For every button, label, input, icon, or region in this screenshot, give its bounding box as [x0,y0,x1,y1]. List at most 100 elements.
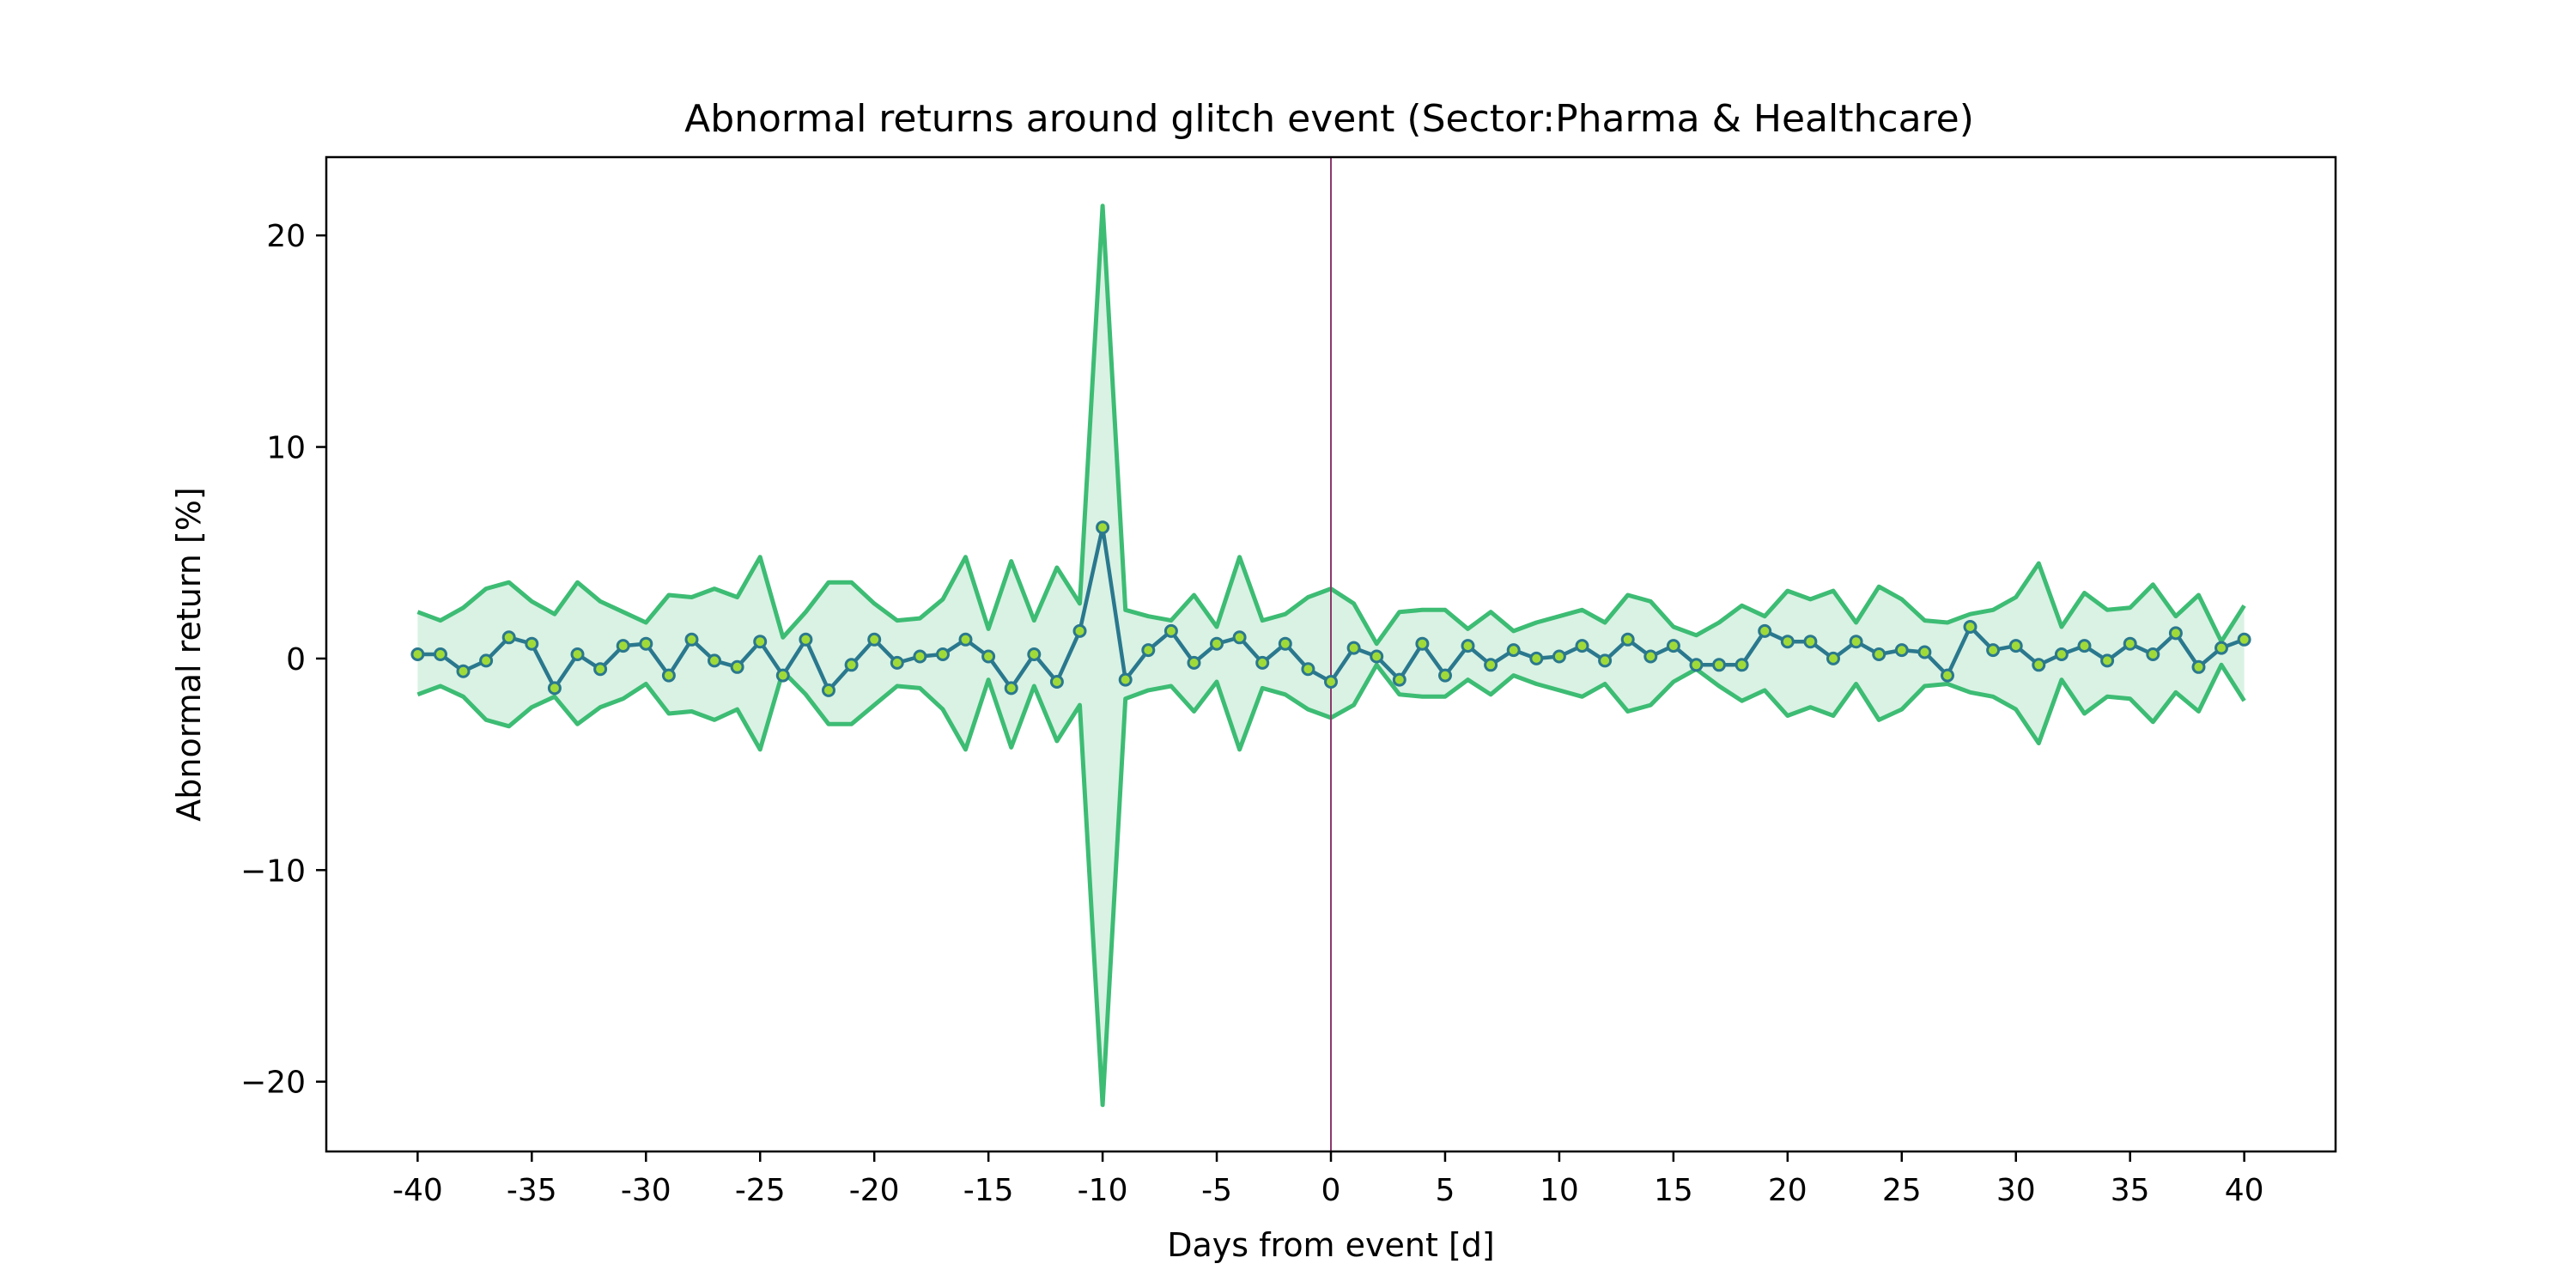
data-point [410,647,425,661]
data-point [1484,658,1498,672]
x-tick-label: -25 [735,1173,786,1208]
data-point [1072,623,1087,638]
data-point [730,659,744,674]
data-point [1803,635,1818,649]
data-point [616,639,630,653]
data-point [1141,643,1156,658]
data-point [958,632,973,647]
data-point [1666,639,1680,653]
chart-title: Abnormal returns around glitch event (Se… [684,97,1974,141]
x-tick-label: 15 [1654,1173,1693,1208]
data-point [2215,641,2228,655]
data-point [1278,636,1292,651]
data-point [1370,649,1384,664]
y-tick-label: −10 [240,854,306,889]
x-tick-label: 25 [1882,1173,1922,1208]
y-tick-label: 10 [266,431,306,466]
y-axis-label: Abnormal return [%] [170,487,208,821]
data-point [501,630,516,645]
x-tick-label: -35 [507,1173,557,1208]
data-point [1163,623,1178,638]
data-point [1415,636,1430,651]
x-tick-label: 30 [1996,1173,2036,1208]
data-point [753,635,768,649]
data-point [1096,520,1110,535]
data-point [1643,649,1658,664]
x-tick-label: -10 [1078,1173,1128,1208]
data-point [1324,675,1338,689]
data-point [799,632,813,647]
y-tick-label: −20 [240,1066,306,1101]
data-point [844,658,859,672]
x-tick-label: -30 [621,1173,671,1208]
plot-area [410,157,2251,1151]
data-point [2077,639,2092,653]
data-point [1758,623,1772,638]
data-point [1438,668,1452,683]
data-point [708,653,721,668]
data-point [2032,658,2046,672]
x-axis-label: Days from event [d] [1167,1226,1495,1264]
data-point [1712,658,1726,672]
x-tick-label: -40 [392,1173,443,1208]
x-tick-label: 20 [1768,1173,1807,1208]
data-point [1461,639,1475,653]
data-point [1301,662,1315,677]
data-point [1232,630,1247,645]
data-point [1118,672,1133,687]
data-point [1575,639,1589,653]
data-point [1552,649,1566,664]
data-point [1506,643,1521,658]
data-point [1027,647,1042,661]
data-point [1872,647,1886,661]
y-tick-label: 20 [266,219,306,254]
data-point [1598,653,1613,668]
data-point [2146,647,2160,661]
data-point [2054,647,2069,661]
data-point [1255,655,1270,670]
data-point [1620,632,1635,647]
data-point [1392,672,1406,687]
x-tick-label: 0 [1321,1173,1341,1208]
y-axis: −20 −10 0 10 20 [240,219,326,1101]
data-point [661,668,676,683]
data-point [775,668,790,683]
data-point [1210,636,1224,651]
data-point [1963,620,1978,634]
data-point [1894,643,1909,658]
data-point [2100,653,2115,668]
data-point [434,647,447,661]
data-point [1004,681,1018,696]
data-point [2123,636,2137,651]
x-tick-label: -15 [963,1173,1014,1208]
data-point [2008,639,2023,653]
x-tick-label: -5 [1201,1173,1232,1208]
x-tick-label: 10 [1540,1173,1579,1208]
data-point [1529,651,1544,665]
data-point [547,681,562,696]
data-point [1826,651,1840,665]
data-point [936,647,950,661]
plot-frame [325,155,2337,1153]
data-point [479,653,494,668]
data-point [2191,659,2206,674]
data-point [1941,668,1954,683]
data-point [822,683,835,697]
data-point [981,649,996,664]
data-point [525,636,539,651]
data-point [1735,658,1749,672]
data-point [2237,632,2251,647]
x-tick-label: 35 [2111,1173,2150,1208]
data-point [2168,626,2183,641]
y-tick-label: 0 [286,642,306,677]
data-point [1346,641,1361,655]
data-point [1917,645,1932,659]
data-point [867,632,882,647]
data-point [1689,658,1704,672]
x-tick-label: -20 [849,1173,900,1208]
data-point [913,649,927,664]
data-point [890,655,904,670]
x-tick-label: 5 [1436,1173,1455,1208]
data-point [570,647,585,661]
